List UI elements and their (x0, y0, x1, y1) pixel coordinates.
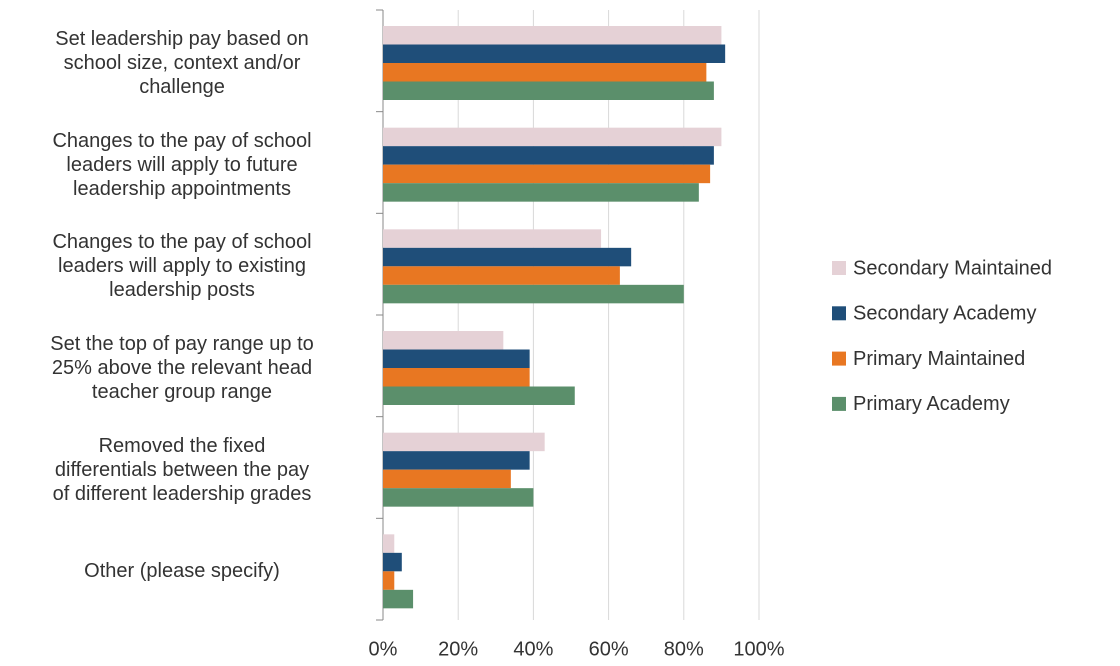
y-tick-label: Set the top of pay range up to 25% above… (50, 332, 314, 403)
bar (383, 81, 714, 100)
x-tick-label: 40% (513, 638, 553, 660)
bar (383, 164, 711, 184)
legend-swatch (832, 306, 846, 321)
x-tick-label: 80% (664, 638, 704, 660)
bar (383, 386, 575, 405)
bar (383, 63, 707, 82)
x-tick-label: 60% (589, 638, 629, 660)
bar (383, 266, 620, 285)
bar (383, 26, 722, 45)
bar (383, 368, 530, 387)
legend-swatch (832, 396, 846, 411)
bar (383, 451, 530, 470)
bar (383, 44, 726, 63)
bar (383, 552, 402, 572)
y-tick-label: Removed the fixed differentials between … (52, 434, 312, 505)
x-tick-label: 20% (438, 638, 478, 660)
legend-label: Primary Maintained (853, 348, 1025, 370)
y-tick-label: Set leadership pay based on school size,… (55, 27, 309, 98)
legend-swatch (832, 351, 846, 366)
legend-label: Secondary Maintained (853, 257, 1052, 279)
bar (383, 127, 722, 147)
bar (383, 469, 511, 489)
y-tick-label: Changes to the pay of school leaders wil… (52, 129, 312, 200)
bar (383, 488, 534, 507)
legend-label: Primary Academy (853, 393, 1010, 415)
bar (383, 183, 699, 202)
bar (383, 331, 504, 350)
x-tick-label: 0% (369, 638, 398, 660)
bar (383, 432, 545, 452)
legend-swatch (832, 261, 846, 275)
bar (383, 284, 684, 304)
bar (383, 229, 602, 248)
bar (383, 571, 395, 590)
bar (383, 146, 714, 165)
bar (383, 349, 530, 368)
bar (383, 534, 395, 553)
y-tick-label: Changes to the pay of school leaders wil… (52, 231, 312, 302)
y-tick-label: Other (please specify) (84, 560, 280, 583)
bar (383, 589, 414, 609)
x-tick-label: 100% (733, 638, 784, 660)
legend-label: Secondary Academy (853, 303, 1036, 325)
bar (383, 247, 632, 267)
